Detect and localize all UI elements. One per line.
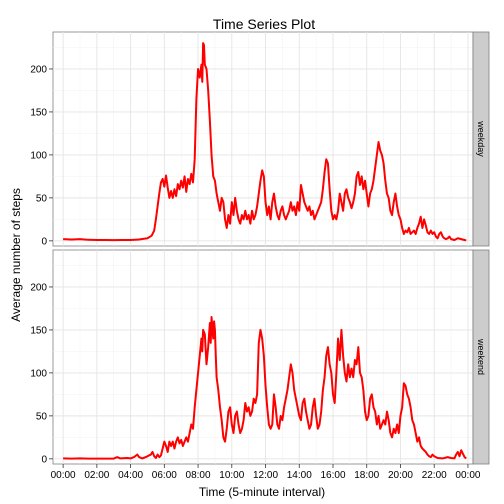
panel-grid: [53, 250, 473, 464]
y-tick-label: 100: [30, 368, 47, 379]
x-tick-label: 04:00: [118, 470, 143, 481]
panel-weekend: weekend 0 50 100 150 200: [30, 249, 490, 465]
x-tick-label: 16:00: [320, 470, 345, 481]
x-tick-label: 18:00: [354, 470, 379, 481]
y-tick-label: 50: [36, 411, 48, 422]
x-tick-label: 10:00: [219, 470, 244, 481]
x-tick-label: 14:00: [287, 470, 312, 481]
y-tick-label: 200: [30, 64, 47, 75]
y-axis-ticks: 0 50 100 150 200: [30, 282, 53, 465]
y-axis-title: Average number of steps: [9, 188, 23, 322]
series-line-weekday: [63, 42, 467, 242]
y-tick-label: 0: [41, 454, 47, 465]
x-tick-label: 22:00: [422, 470, 447, 481]
x-tick-label: 12:00: [253, 470, 278, 481]
chart-title: Time Series Plot: [213, 16, 315, 32]
strip-background: [472, 249, 490, 465]
x-tick-label: 20:00: [388, 470, 413, 481]
panel-background: [52, 31, 474, 247]
strip-background: [472, 31, 490, 247]
x-axis-title: Time (5-minute interval): [199, 485, 325, 499]
x-tick-label: 00:00: [51, 470, 76, 481]
y-tick-label: 0: [41, 236, 47, 247]
panel-weekday: weekday 0 50 100 150 200: [30, 31, 490, 247]
x-tick-label: 00:00: [455, 470, 480, 481]
y-tick-label: 150: [30, 107, 47, 118]
strip-label-weekend: weekend: [476, 338, 486, 375]
x-axis-ticks: 00:00 02:00 04:00 06:00 08:00 10:00 12:00 14:00…: [51, 464, 481, 481]
y-tick-label: 150: [30, 325, 47, 336]
x-tick-label: 08:00: [186, 470, 211, 481]
x-tick-label: 02:00: [84, 470, 109, 481]
y-tick-label: 100: [30, 150, 47, 161]
y-tick-label: 200: [30, 282, 47, 293]
x-tick-label: 06:00: [152, 470, 177, 481]
strip-label-weekday: weekday: [476, 120, 486, 157]
y-tick-label: 50: [36, 193, 48, 204]
y-axis-ticks: 0 50 100 150 200: [30, 64, 53, 247]
series-line-weekend: [63, 316, 467, 460]
